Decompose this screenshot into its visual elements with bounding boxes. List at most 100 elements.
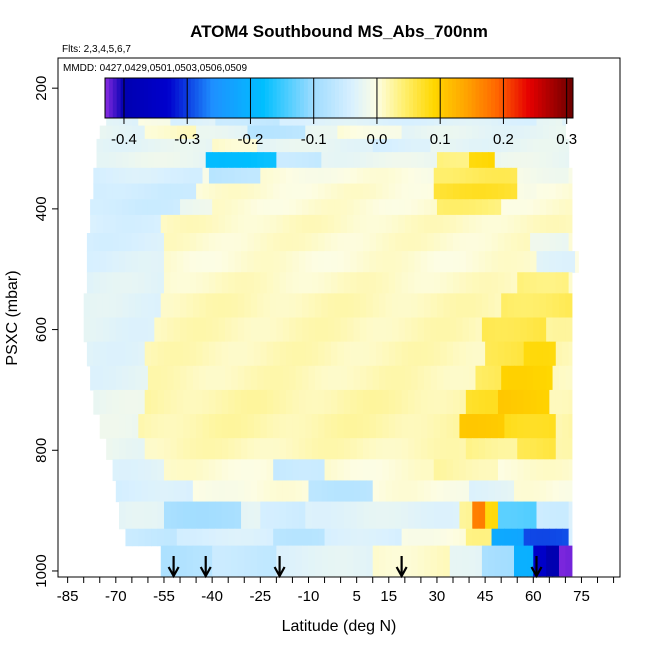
colorbar-segment [296,78,301,118]
heatmap-cell [93,389,101,415]
heatmap-cell [115,152,123,169]
heatmap-cell [324,414,332,439]
heatmap-cell [212,138,220,153]
heatmap-cell [224,480,233,503]
heatmap-cell [298,233,306,252]
heatmap-cell [449,545,457,577]
heatmap-cell [151,414,159,439]
heatmap-cell [318,389,326,415]
heatmap-cell [298,183,306,200]
heatmap-cell [542,528,550,547]
heatmap-cell [497,501,505,530]
heatmap-cell [530,272,538,294]
heatmap-cell [138,112,146,127]
heatmap-cell [321,545,329,577]
heatmap-cell [224,199,233,216]
heatmap-cell [192,199,200,216]
heatmap-cell [199,480,207,503]
heatmap-cell [443,317,451,343]
heatmap-cell [469,199,477,216]
heatmap-cell [286,112,294,127]
heatmap-cell [224,545,233,577]
heatmap-cell [279,528,287,547]
heatmap-cell [247,272,255,294]
heatmap-cell [170,125,178,140]
heatmap-cell [279,438,287,460]
heatmap-cell [298,251,306,273]
heatmap-cell [481,480,489,503]
heatmap-cell [539,152,547,169]
heatmap-cell [234,125,242,140]
heatmap-cell [263,152,271,169]
heatmap-cell [196,183,204,200]
heatmap-cell [549,438,557,460]
heatmap-cell [253,112,261,127]
heatmap-cell [453,233,461,252]
heatmap-cell [539,293,547,319]
heatmap-cell [542,341,550,367]
heatmap-cell [456,214,464,234]
heatmap-cell [440,183,448,200]
heatmap-cell [282,545,290,577]
heatmap-cell [244,545,252,577]
heatmap-cell [465,341,473,367]
heatmap-cell [469,293,477,319]
heatmap-cell [183,272,191,294]
heatmap-cell [427,341,435,367]
heatmap-cell [266,272,274,294]
heatmap-cell [343,125,351,140]
heatmap-cell [260,341,268,367]
heatmap-cell [115,480,123,503]
heatmap-cell [324,389,332,415]
flight-arrow [530,556,543,579]
heatmap-cell [273,233,281,252]
heatmap-cell [382,272,390,294]
heatmap-cell [269,199,277,216]
heatmap-cell [135,152,143,169]
heatmap-cell [192,293,200,319]
heatmap-cell [311,183,319,200]
heatmap-cell [327,152,335,169]
heatmap-cell [395,341,403,367]
heatmap-cell [170,183,178,200]
heatmap-cell [456,293,464,319]
heatmap-cell [112,233,120,252]
heatmap-cell [102,199,110,216]
heatmap-cell [472,251,480,273]
heatmap-cell [420,233,428,252]
heatmap-cell [395,438,403,460]
heatmap-cell [533,365,541,391]
heatmap-cell [228,251,236,273]
heatmap-cell [311,125,319,140]
heatmap-cell [542,459,550,482]
heatmap-cell [353,480,361,503]
heatmap-cell [494,480,502,503]
heatmap-cell [343,341,351,367]
heatmap-cell [244,214,252,234]
heatmap-cell [157,501,165,530]
heatmap-cell [106,233,114,252]
heatmap-cell [517,341,525,367]
colorbar-segment [112,78,118,118]
heatmap-cell [478,459,486,482]
heatmap-cell [350,414,358,439]
heatmap-cell [356,501,364,530]
heatmap-cell [330,414,338,439]
heatmap-cell [176,183,184,200]
heatmap-cell [546,480,554,503]
heatmap-cell [488,214,496,234]
heatmap-cell [465,251,473,273]
heatmap-cell [202,414,210,439]
heatmap-cell [443,214,451,234]
colorbar-segment [105,78,110,118]
heatmap-cell [433,125,441,140]
heatmap-cell [359,293,367,319]
heatmap-cell [353,317,361,343]
heatmap-cell [363,414,371,439]
heatmap-cell [269,293,277,319]
heatmap-cell [391,480,400,503]
heatmap-cell [221,438,229,460]
heatmap-cell [202,459,210,482]
heatmap-cell [475,199,483,216]
heatmap-cell [382,233,390,252]
